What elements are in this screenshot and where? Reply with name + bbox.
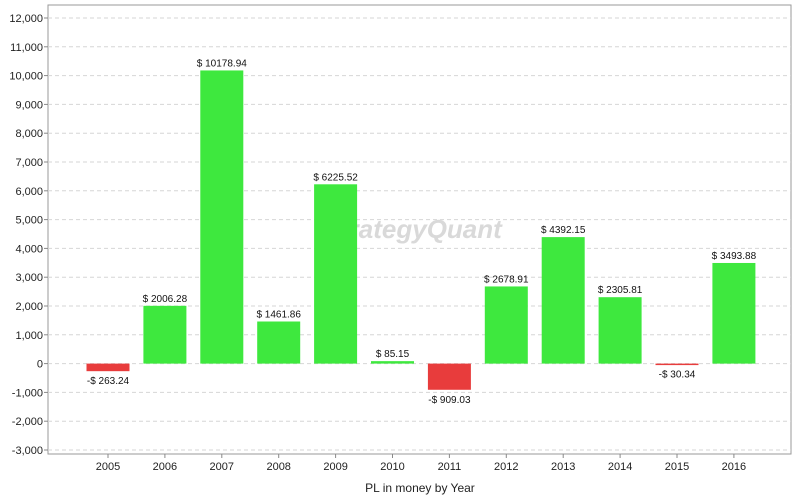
bar <box>712 262 756 364</box>
x-tick-label: 2010 <box>380 461 404 473</box>
bar <box>257 321 301 364</box>
data-label: $ 2006.28 <box>143 294 188 305</box>
data-label: $ 2678.91 <box>484 274 529 285</box>
bar <box>655 363 699 366</box>
x-tick-label: 2014 <box>608 461 632 473</box>
data-label: -$ 263.24 <box>87 376 130 387</box>
bar <box>314 184 358 364</box>
y-axis-ticks: -3,000 -2,000 -1,000 0 1,000 2,000 3,000 4,000 5… <box>9 13 48 457</box>
x-tick-label: 2013 <box>551 461 575 473</box>
x-tick-label: 2016 <box>722 461 746 473</box>
data-label: $ 6225.52 <box>313 172 358 183</box>
y-tick-label: 11,000 <box>10 42 43 54</box>
bar <box>200 70 244 364</box>
y-tick-label: 8,000 <box>15 128 43 140</box>
y-tick-label: -1,000 <box>12 387 43 399</box>
x-axis-title: PL in money by Year <box>365 481 475 495</box>
y-tick-label: 7,000 <box>15 157 43 169</box>
watermark-text: trategyQuant <box>340 214 503 244</box>
y-tick-label: 0 <box>37 359 43 371</box>
bar <box>371 361 414 364</box>
grid-lines <box>48 17 791 451</box>
bar <box>484 286 528 364</box>
y-tick-label: 9,000 <box>15 99 43 111</box>
x-tick-label: 2011 <box>438 461 462 473</box>
y-tick-label: 6,000 <box>15 186 43 198</box>
bar <box>427 363 471 390</box>
y-tick-label: 1,000 <box>15 330 43 342</box>
data-label: $ 85.15 <box>376 349 410 360</box>
data-label: $ 3493.88 <box>712 251 757 262</box>
y-tick-label: 2,000 <box>15 301 43 313</box>
bar <box>598 297 642 364</box>
data-label: -$ 909.03 <box>428 395 471 406</box>
data-label: $ 2305.81 <box>598 285 643 296</box>
data-label: $ 4392.15 <box>541 225 586 236</box>
plot-area <box>47 4 792 455</box>
y-tick-label: -2,000 <box>12 416 43 428</box>
y-tick-label: -3,000 <box>12 445 43 457</box>
bars <box>86 70 756 390</box>
bar <box>541 237 585 364</box>
y-tick-label: 3,000 <box>15 272 43 284</box>
x-tick-label: 2015 <box>665 461 689 473</box>
data-label: $ 1461.86 <box>256 309 301 320</box>
x-tick-label: 2005 <box>96 461 120 473</box>
x-tick-label: 2007 <box>210 461 234 473</box>
y-tick-label: 12,000 <box>9 13 43 25</box>
data-label: -$ 30.34 <box>659 369 696 380</box>
bar <box>143 305 187 364</box>
data-labels: -$ 263.24 $ 2006.28 $ 10178.94 $ 1461.86 $ 6… <box>87 58 757 405</box>
data-label: $ 10178.94 <box>197 58 247 69</box>
x-tick-label: 2008 <box>266 461 290 473</box>
x-tick-label: 2009 <box>323 461 347 473</box>
x-tick-label: 2006 <box>153 461 177 473</box>
bar <box>86 363 130 372</box>
x-tick-label: 2012 <box>494 461 518 473</box>
y-tick-label: 10,000 <box>9 71 43 83</box>
y-tick-label: 5,000 <box>15 215 43 227</box>
y-tick-label: 4,000 <box>15 243 43 255</box>
x-axis-ticks: 2005 2006 2007 2008 2009 2010 2011 2012 2013 2014… <box>96 454 746 473</box>
